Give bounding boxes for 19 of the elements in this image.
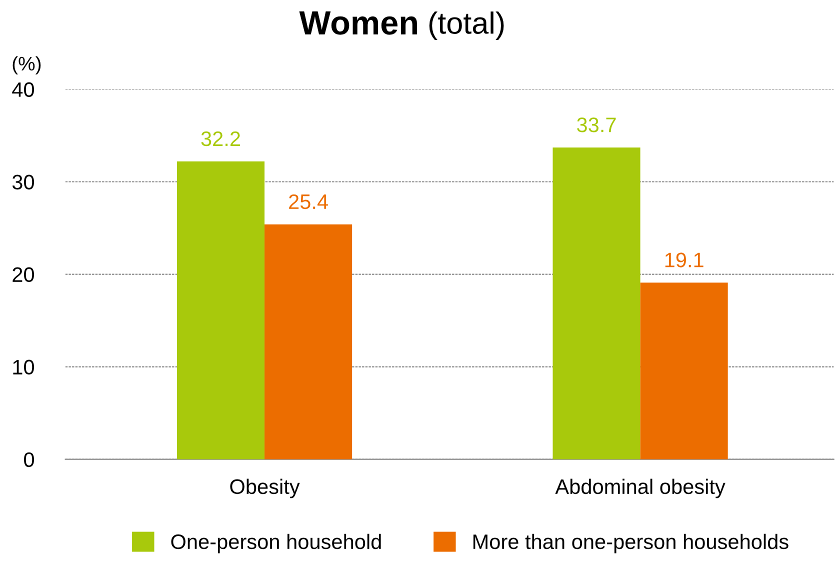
data-label: 19.1	[665, 252, 704, 268]
y-tick-label: 10	[13, 360, 34, 375]
legend-label: More than one-person households	[473, 534, 788, 554]
chart-title: Women (total)	[299, 11, 504, 40]
x-tick-label: Abdominal obesity	[555, 478, 726, 498]
bar	[552, 148, 640, 460]
bar	[640, 282, 728, 460]
y-tick-label: 30	[12, 174, 34, 190]
y-tick-label: 40	[12, 82, 34, 97]
y-tick-label: 0	[24, 452, 34, 468]
y-tick-label: 20	[12, 267, 34, 282]
legend-label: One-person household	[171, 534, 381, 554]
data-label: 32.2	[201, 131, 240, 146]
x-tick-label: Obesity	[230, 478, 300, 498]
bar	[176, 161, 265, 460]
data-label: 25.4	[289, 194, 328, 210]
data-label: 33.7	[577, 118, 616, 132]
bar	[264, 224, 352, 460]
y-axis-title: (%)	[12, 56, 41, 74]
